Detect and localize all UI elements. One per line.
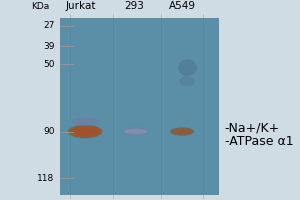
- Text: -Na+/K+: -Na+/K+: [225, 122, 280, 135]
- Ellipse shape: [179, 76, 195, 86]
- FancyBboxPatch shape: [219, 18, 267, 195]
- Ellipse shape: [68, 125, 102, 138]
- Text: -ATPase α1: -ATPase α1: [225, 135, 293, 148]
- Text: 293: 293: [124, 1, 144, 11]
- Ellipse shape: [70, 127, 100, 136]
- Text: 39: 39: [43, 42, 55, 51]
- Ellipse shape: [178, 59, 197, 76]
- Ellipse shape: [170, 127, 194, 136]
- Text: A549: A549: [169, 1, 196, 11]
- Ellipse shape: [124, 129, 148, 134]
- Text: 50: 50: [43, 60, 55, 69]
- Text: 118: 118: [37, 174, 55, 183]
- Ellipse shape: [172, 129, 193, 134]
- Text: 27: 27: [43, 21, 55, 30]
- Text: 90: 90: [43, 127, 55, 136]
- Ellipse shape: [122, 127, 149, 136]
- Text: KDa: KDa: [31, 2, 49, 11]
- FancyBboxPatch shape: [60, 18, 219, 195]
- Text: Jurkat: Jurkat: [66, 1, 96, 11]
- Ellipse shape: [72, 117, 98, 126]
